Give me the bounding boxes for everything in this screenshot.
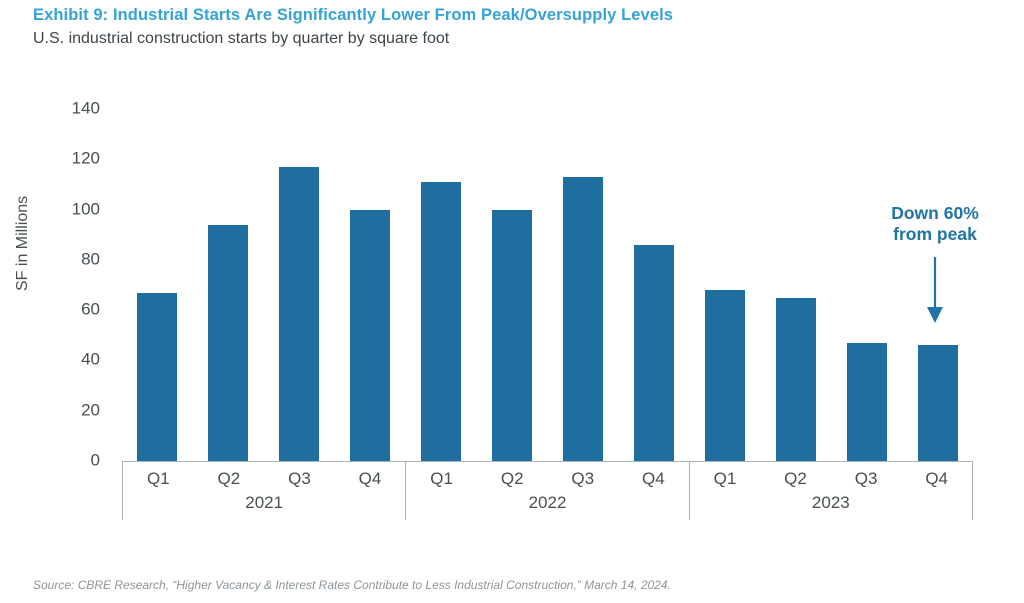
x-tick-label-2022-Q3: Q3 [571, 469, 595, 488]
x-tick-label-2022-Q2: Q2 [500, 469, 524, 488]
quarter-label-row: Q1 Q2 Q3 Q4 [123, 462, 405, 489]
x-tick-label-2023-Q4: Q4 [925, 469, 949, 488]
y-tick-label-20: 20 [81, 400, 100, 420]
exhibit-title: Exhibit 9: Industrial Starts Are Signifi… [33, 6, 674, 24]
bar-2023-Q3 [846, 342, 887, 461]
x-tick-label-2021-Q3: Q3 [288, 469, 311, 488]
y-tick-label-0: 0 [90, 450, 100, 470]
year-label-2021: 2021 [245, 493, 284, 512]
y-tick-label-100: 100 [71, 199, 100, 219]
x-axis-group-2021: Q1 Q2 Q3 Q4 2021 [122, 462, 405, 520]
y-tick-label-140: 140 [71, 98, 100, 118]
bar-2023-Q1 [704, 290, 745, 461]
y-tick-label-80: 80 [81, 249, 100, 269]
year-label-2022: 2022 [528, 493, 567, 512]
quarter-label-row: Q1 Q2 Q3 Q4 [690, 462, 972, 489]
bar-2022-Q3 [562, 176, 603, 461]
y-tick-label-40: 40 [81, 349, 100, 369]
y-tick-label-60: 60 [81, 299, 100, 319]
bar-2022-Q1 [421, 181, 462, 461]
bar-2021-Q4 [350, 209, 391, 461]
bar-2021-Q2 [208, 224, 249, 461]
quarter-label-row: Q1 Q2 Q3 Q4 [406, 462, 688, 489]
x-tick-label-2023-Q1: Q1 [713, 469, 737, 488]
chart-subtitle: U.S. industrial construction starts by q… [33, 30, 450, 47]
bar-2023-Q2 [775, 297, 816, 461]
x-tick-label-2021-Q2: Q2 [217, 469, 241, 488]
annotation-line-2: from peak [893, 224, 977, 244]
x-tick-label-2021-Q1: Q1 [146, 469, 170, 488]
x-tick-label-2023-Q2: Q2 [784, 469, 807, 488]
y-tick-label-120: 120 [71, 148, 100, 168]
x-tick-label-2022-Q4: Q4 [642, 469, 665, 488]
y-axis-ticks: 0 20 40 60 80 100 120 140 [55, 99, 100, 470]
x-tick-label-2023-Q3: Q3 [854, 469, 878, 488]
annotation-line-1: Down 60% [891, 203, 979, 223]
bar-2023-Q4 [917, 345, 958, 461]
annotation-down-60-from-peak: Down 60% from peak [860, 203, 1010, 245]
plot-area [122, 109, 973, 461]
down-arrow-icon [927, 257, 943, 323]
x-axis: Q1 Q2 Q3 Q4 2021 Q1 Q2 Q3 Q4 2022 Q1 Q2 Q3 Q4 2023 [122, 461, 973, 520]
x-axis-group-2022: Q1 Q2 Q3 Q4 2022 [405, 462, 688, 520]
bar-2022-Q2 [492, 209, 533, 461]
bar-2021-Q1 [137, 292, 178, 461]
year-label-2023: 2023 [811, 493, 850, 512]
x-axis-group-2023: Q1 Q2 Q3 Q4 2023 [688, 462, 973, 520]
source-note: Source: CBRE Research, “Higher Vacancy &… [33, 578, 671, 592]
x-tick-label-2021-Q4: Q4 [358, 469, 382, 488]
bar-2022-Q4 [633, 244, 674, 461]
bar-2021-Q3 [279, 166, 320, 461]
x-tick-label-2022-Q1: Q1 [430, 469, 453, 488]
